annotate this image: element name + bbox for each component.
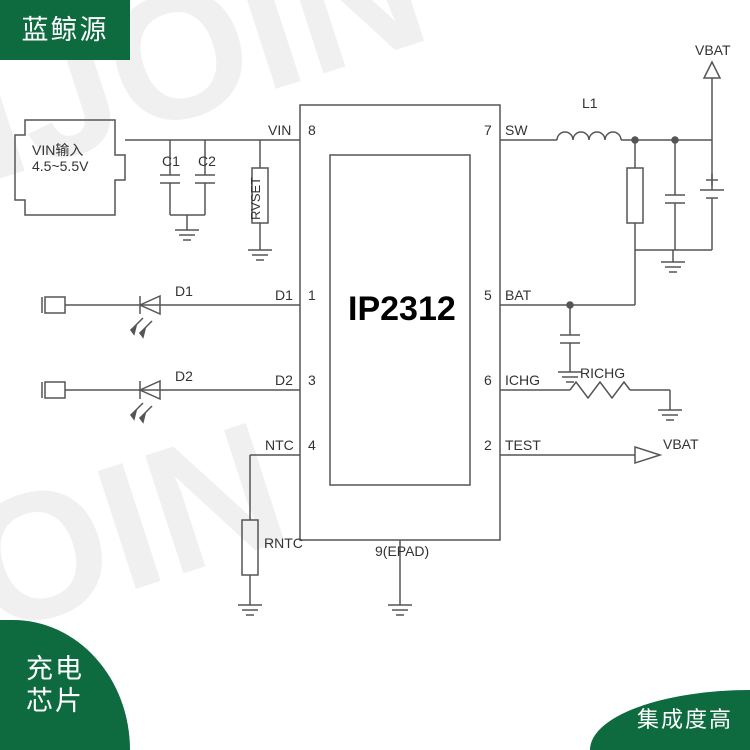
pin-num-2: 2: [484, 437, 492, 453]
pin-num-5: 5: [484, 287, 492, 303]
chip-name: IP2312: [348, 290, 456, 329]
pin-num-1: 1: [308, 287, 316, 303]
pin-label-ichg: ICHG: [505, 372, 540, 388]
brand-overlay: 蓝鲸源: [0, 0, 130, 60]
pin-label-bat: BAT: [505, 287, 531, 303]
pin-num-8: 8: [308, 122, 316, 138]
feature-text: 集成度高: [637, 707, 733, 733]
brand-text: 蓝鲸源: [22, 14, 109, 46]
rntc-label: RNTC: [264, 535, 303, 551]
vbat-right-label: VBAT: [663, 436, 699, 452]
pin-label-ntc: NTC: [265, 437, 294, 453]
vbat-top-label: VBAT: [695, 42, 731, 58]
vin-label2: 4.5~5.5V: [32, 158, 88, 174]
pin-label-sw: SW: [505, 122, 528, 138]
pin-num-6: 6: [484, 372, 492, 388]
pin-num-3: 3: [308, 372, 316, 388]
d1-comp-label: D1: [175, 283, 193, 299]
rvset-label2: RVSET: [248, 177, 263, 220]
richg-label: RICHG: [580, 365, 625, 381]
pin-label-test: TEST: [505, 437, 541, 453]
pin-label-vin: VIN: [268, 122, 291, 138]
pin-label-d2: D2: [275, 372, 293, 388]
pin-num-4: 4: [308, 437, 316, 453]
vin-label1: VIN输入: [32, 140, 83, 160]
c2-label: C2: [198, 153, 216, 169]
l1-label: L1: [582, 95, 598, 111]
epad-label: 9(EPAD): [375, 543, 429, 559]
c1-label: C1: [162, 153, 180, 169]
pin-num-7: 7: [484, 122, 492, 138]
schematic-svg: [0, 0, 750, 750]
d2-comp-label: D2: [175, 368, 193, 384]
category-text: 充电 芯片: [26, 653, 84, 718]
pin-label-d1: D1: [275, 287, 293, 303]
